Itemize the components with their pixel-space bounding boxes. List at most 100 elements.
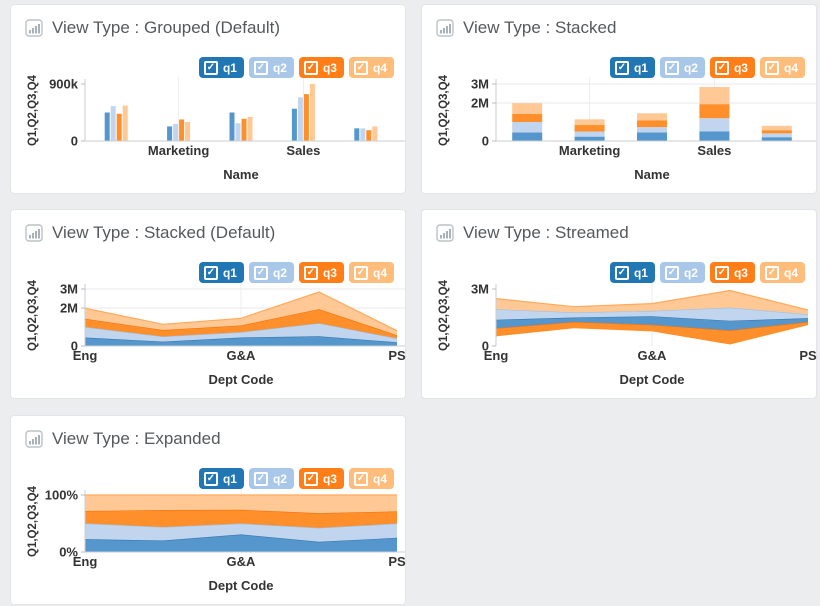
grouped-bar-chart: 900k 0 Marketing Sales Name: [49, 77, 405, 182]
stacked-bar-chart: 3M 2M 0 Marketing Sales Name: [471, 77, 816, 182]
checkbox-icon: ✓: [253, 60, 268, 75]
legend: ✓ q1 ✓ q2 ✓ q3 ✓ q4: [609, 262, 805, 283]
svg-text:2M: 2M: [471, 96, 489, 111]
legend-item-q2[interactable]: ✓ q2: [248, 57, 294, 78]
legend-item-label: q2: [272, 265, 287, 280]
checkbox-icon: ✓: [253, 265, 268, 280]
svg-text:3M: 3M: [60, 282, 78, 297]
svg-text:G&A: G&A: [227, 554, 257, 569]
legend-item-label: q3: [733, 265, 748, 280]
legend-item-label: q1: [222, 60, 237, 75]
svg-text:0: 0: [71, 339, 78, 354]
svg-text:0: 0: [482, 134, 489, 149]
expanded-area-chart: 100% 0%Eng G&A PS Dept Code: [45, 488, 406, 594]
checkbox-icon: ✓: [664, 60, 679, 75]
svg-text:0: 0: [482, 339, 489, 354]
checkbox-icon: ✓: [664, 265, 679, 280]
panel-title: View Type : Stacked: [463, 18, 617, 37]
legend-item-q1[interactable]: ✓ q1: [198, 57, 244, 78]
checkbox-icon: ✓: [303, 60, 318, 75]
legend-item-q3[interactable]: ✓ q3: [709, 57, 755, 78]
checkbox-icon: ✓: [253, 471, 268, 486]
legend-item-q2[interactable]: ✓ q2: [659, 57, 705, 78]
legend-item-label: q2: [683, 60, 698, 75]
legend-item-q4[interactable]: ✓ q4: [348, 468, 394, 489]
legend-item-q3[interactable]: ✓ q3: [298, 468, 344, 489]
svg-text:G&A: G&A: [638, 348, 668, 363]
panel-stacked-area: View Type : Stacked (Default) ✓ q1 ✓ q2 ✓ q3 ✓…: [10, 209, 406, 399]
legend-item-q3[interactable]: ✓ q3: [298, 262, 344, 283]
panel-grouped: View Type : Grouped (Default) ✓ q1 ✓ q2 ✓ q3 ✓…: [10, 4, 406, 194]
checkbox-icon: ✓: [714, 265, 729, 280]
legend-item-label: q4: [372, 471, 387, 486]
panel-header: View Type : Stacked (Default): [25, 223, 275, 243]
legend: ✓ q1 ✓ q2 ✓ q3 ✓ q4: [198, 262, 394, 283]
y-axis-label: Q1,Q2,Q3,Q4: [438, 75, 450, 147]
bar-chart-icon: [436, 224, 454, 242]
svg-text:0: 0: [71, 134, 78, 149]
panel-header: View Type : Expanded: [25, 429, 221, 449]
svg-text:PS: PS: [799, 348, 817, 363]
legend-item-q3[interactable]: ✓ q3: [298, 57, 344, 78]
panel-header: View Type : Stacked: [436, 18, 616, 38]
panel-expanded: View Type : Expanded ✓ q1 ✓ q2 ✓ q3 ✓ q4 Q1,Q2,…: [10, 415, 406, 605]
legend-item-label: q2: [683, 265, 698, 280]
checkbox-icon: ✓: [353, 60, 368, 75]
legend-item-q4[interactable]: ✓ q4: [759, 57, 805, 78]
svg-text:Sales: Sales: [286, 143, 320, 158]
svg-text:G&A: G&A: [227, 348, 257, 363]
bar-chart-icon: [436, 19, 454, 37]
svg-text:900k: 900k: [49, 77, 79, 92]
panel-title: View Type : Expanded: [52, 429, 221, 448]
svg-text:100%: 100%: [45, 488, 79, 503]
panel-streamed: View Type : Streamed ✓ q1 ✓ q2 ✓ q3 ✓ q4 Q1,Q2,…: [421, 209, 817, 399]
svg-text:Sales: Sales: [697, 143, 731, 158]
checkbox-icon: ✓: [714, 60, 729, 75]
checkbox-icon: ✓: [203, 471, 218, 486]
legend-item-q1[interactable]: ✓ q1: [198, 468, 244, 489]
svg-text:Eng: Eng: [73, 554, 98, 569]
svg-text:PS: PS: [388, 348, 406, 363]
legend-item-q1[interactable]: ✓ q1: [609, 262, 655, 283]
legend-item-label: q4: [783, 265, 798, 280]
checkbox-icon: ✓: [203, 265, 218, 280]
legend-item-q2[interactable]: ✓ q2: [248, 262, 294, 283]
legend: ✓ q1 ✓ q2 ✓ q3 ✓ q4: [198, 57, 394, 78]
legend-item-q3[interactable]: ✓ q3: [709, 262, 755, 283]
svg-text:3M: 3M: [471, 77, 489, 92]
bar-chart-icon: [25, 224, 43, 242]
checkbox-icon: ✓: [764, 60, 779, 75]
legend-item-q4[interactable]: ✓ q4: [759, 262, 805, 283]
legend-item-q1[interactable]: ✓ q1: [609, 57, 655, 78]
svg-text:Eng: Eng: [73, 348, 98, 363]
bar-chart-icon: [25, 430, 43, 448]
legend-item-q2[interactable]: ✓ q2: [248, 468, 294, 489]
legend-item-label: q3: [322, 471, 337, 486]
panel-header: View Type : Streamed: [436, 223, 629, 243]
checkbox-icon: ✓: [614, 265, 629, 280]
checkbox-icon: ✓: [353, 265, 368, 280]
legend-item-q4[interactable]: ✓ q4: [348, 262, 394, 283]
svg-text:Marketing: Marketing: [559, 143, 620, 158]
checkbox-icon: ✓: [353, 471, 368, 486]
legend-item-label: q2: [272, 60, 287, 75]
legend-item-q2[interactable]: ✓ q2: [659, 262, 705, 283]
legend-item-label: q4: [783, 60, 798, 75]
legend: ✓ q1 ✓ q2 ✓ q3 ✓ q4: [198, 468, 394, 489]
legend-item-label: q4: [372, 60, 387, 75]
legend-item-label: q4: [372, 265, 387, 280]
legend-item-label: q1: [222, 265, 237, 280]
bar-chart-icon: [25, 19, 43, 37]
checkbox-icon: ✓: [203, 60, 218, 75]
svg-text:Marketing: Marketing: [148, 143, 209, 158]
checkbox-icon: ✓: [303, 471, 318, 486]
legend-item-label: q1: [633, 60, 648, 75]
legend-item-q1[interactable]: ✓ q1: [198, 262, 244, 283]
legend-item-label: q3: [322, 265, 337, 280]
panel-title: View Type : Grouped (Default): [52, 18, 281, 37]
legend-item-q4[interactable]: ✓ q4: [348, 57, 394, 78]
svg-text:PS: PS: [388, 554, 406, 569]
svg-text:Name: Name: [223, 167, 258, 182]
